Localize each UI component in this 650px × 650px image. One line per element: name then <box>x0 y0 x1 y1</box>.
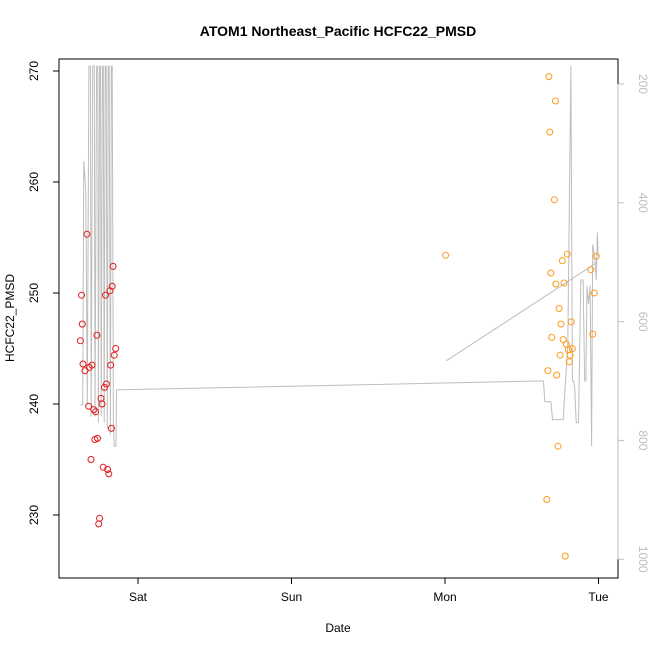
data-point-s0-28 <box>109 262 117 270</box>
data-point-s0-1 <box>78 291 85 299</box>
data-point-s0-4 <box>81 367 89 375</box>
data-point-s1-8 <box>552 280 560 288</box>
data-point-s1-25 <box>552 97 559 105</box>
data-point-s0-2 <box>78 320 86 328</box>
data-point-s1-6 <box>548 333 556 341</box>
data-point-s1-12 <box>556 351 564 359</box>
data-point-s1-2 <box>544 367 552 375</box>
data-point-s1-17 <box>561 552 569 560</box>
data-point-s0-9 <box>90 406 98 414</box>
data-point-s1-13 <box>557 320 565 328</box>
data-point-s1-3 <box>545 73 553 81</box>
data-point-s0-0 <box>76 337 84 345</box>
data-point-s1-11 <box>555 305 563 312</box>
data-point-s0-19 <box>101 383 108 391</box>
data-point-s1-9 <box>553 371 561 379</box>
data-point-s1-4 <box>546 128 554 136</box>
data-point-s0-3 <box>79 360 87 368</box>
data-point-s0-18 <box>99 463 107 471</box>
y2-tick-label-3: 800 <box>636 430 650 450</box>
data-point-s1-23 <box>567 318 575 326</box>
x-tick-label-3: Tue <box>588 590 609 604</box>
data-point-s1-7 <box>550 196 558 204</box>
data-point-s1-27 <box>589 330 597 338</box>
series-line-3 <box>445 261 598 362</box>
y2-tick-label-4: 1000 <box>636 546 650 573</box>
data-point-s0-25 <box>107 361 115 369</box>
data-point-s0-23 <box>105 470 113 478</box>
data-point-s0-30 <box>112 345 120 352</box>
data-point-s0-27 <box>108 282 116 290</box>
data-point-s0-13 <box>94 434 101 442</box>
axis-layer: Sat Sun Mon Tue 230 240 250 260 270 200 400 600 800 1… <box>27 61 650 604</box>
chart-title: ATOM1 Northeast_Pacific HCFC22_PMSD <box>200 23 476 39</box>
data-point-s0-29 <box>110 351 118 359</box>
data-point-s0-5 <box>83 230 91 238</box>
y-axis-label: HCFC22_PMSD <box>3 274 17 362</box>
y2-tick-label-2: 600 <box>636 312 650 332</box>
y-tick-label-1: 240 <box>27 394 41 414</box>
data-point-s1-29 <box>592 252 600 260</box>
x-tick-label-0: Sat <box>129 590 148 604</box>
data-point-s0-20 <box>102 291 109 299</box>
data-point-s1-19 <box>563 250 571 258</box>
data-point-s1-16 <box>560 279 568 287</box>
data-point-s0-15 <box>96 514 104 522</box>
data-point-s1-28 <box>590 289 598 297</box>
x-tick-label-2: Mon <box>433 590 456 604</box>
data-point-s0-14 <box>95 520 103 528</box>
data-point-s0-8 <box>88 361 96 369</box>
data-point-s0-31 <box>87 456 95 463</box>
series-line-2 <box>80 65 599 447</box>
data-point-s1-5 <box>547 269 555 277</box>
data-point-s0-17 <box>98 400 106 408</box>
plot-frame <box>58 58 619 579</box>
y-tick-label-0: 230 <box>27 505 41 525</box>
data-point-s1-10 <box>554 442 562 450</box>
x-axis-label: Date <box>325 621 351 635</box>
data-point-s1-14 <box>558 257 566 265</box>
data-point-s1-24 <box>568 345 576 352</box>
y-tick-label-3: 260 <box>27 172 41 192</box>
data-point-s1-20 <box>564 346 572 354</box>
x-tick-label-1: Sun <box>281 590 302 604</box>
data-point-s0-22 <box>104 466 112 473</box>
y-tick-label-4: 270 <box>27 61 41 81</box>
y2-tick-label-0: 200 <box>636 74 650 94</box>
data-point-s1-21 <box>565 358 573 366</box>
data-point-s0-6 <box>85 402 93 410</box>
data-point-s0-12 <box>93 331 101 339</box>
y-tick-label-2: 250 <box>27 283 41 303</box>
data-point-s0-11 <box>92 408 100 416</box>
data-point-s1-0 <box>442 251 450 259</box>
y2-tick-label-1: 400 <box>636 193 650 213</box>
data-point-s0-26 <box>107 424 115 432</box>
data-point-s1-1 <box>543 496 551 503</box>
data-point-s1-22 <box>566 351 574 359</box>
data-point-s1-26 <box>587 266 595 274</box>
series-layer <box>76 65 600 560</box>
data-point-s0-21 <box>102 380 110 388</box>
